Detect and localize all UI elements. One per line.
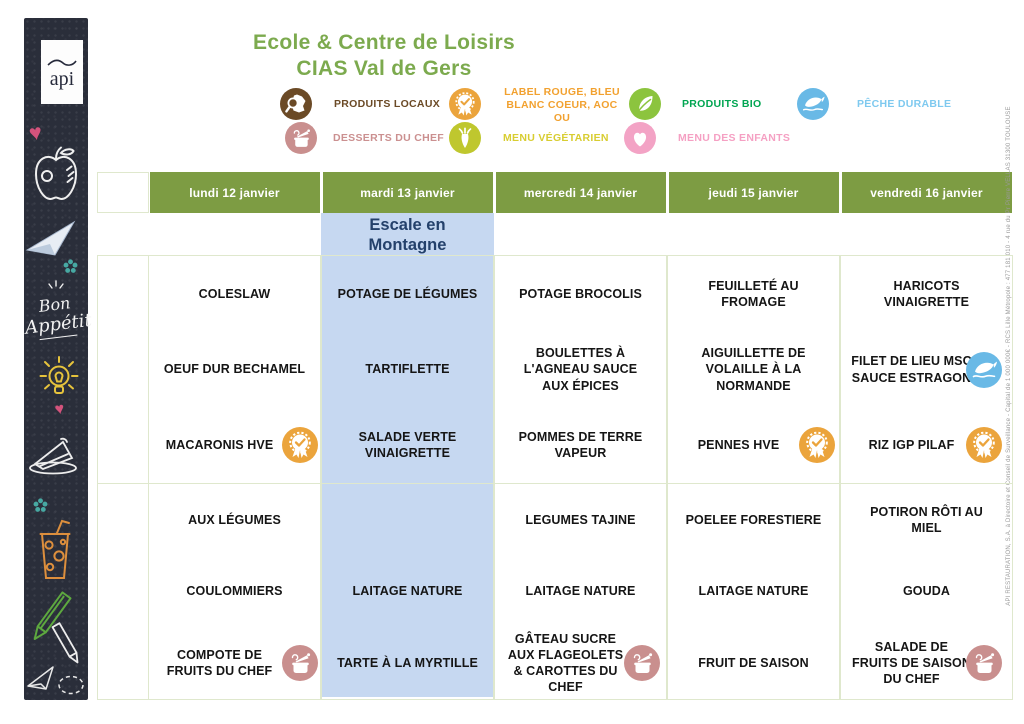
- bon-appetit-text: Bon Appétit: [23, 293, 93, 341]
- day-header: mercredi 14 janvier: [495, 172, 666, 213]
- menu-cell: HARICOTS VINAIGRETTE FILET DE LIEU MSC S…: [840, 255, 1013, 484]
- france-map-magnifier-icon: [280, 88, 312, 120]
- special-event-label: Escale en Montagne: [368, 216, 447, 254]
- day-header: vendredi 16 janvier: [841, 172, 1012, 213]
- fish-icon: [966, 352, 1002, 388]
- legend-peche-durable: PÊCHE DURABLE: [857, 98, 952, 110]
- menu-item: POTAGE BROCOLIS: [519, 286, 642, 301]
- day-header: mardi 13 janvier: [322, 172, 493, 213]
- chalk-apple-icon: [34, 146, 78, 201]
- legend-produits-bio: PRODUITS BIO: [682, 98, 762, 110]
- flower-icon: [33, 498, 48, 512]
- chef-pot-icon: [624, 645, 660, 681]
- table-corner-cell: [97, 172, 149, 213]
- menu-item: GOUDA: [902, 584, 951, 599]
- logo-text: api: [49, 67, 75, 90]
- menu-cell: LEGUMES TAJINE LAITAGE NATURE GÂTEAU SUC…: [494, 483, 667, 700]
- paper-plane-icon: [25, 220, 76, 256]
- menu-item: SALADE VERTE VINAIGRETTE: [358, 429, 457, 461]
- menu-item: RIZ IGP PILAF: [841, 407, 1012, 483]
- menu-cell: AUX LÉGUMES COULOMMIERS COMPOTE DE FRUIT…: [148, 483, 321, 700]
- legend-menu-des-enfants: MENU DES ENFANTS: [678, 132, 791, 144]
- menu-cell: FEUILLETÉ AU FROMAGE AIGUILLETTE DE VOLA…: [667, 255, 840, 484]
- green-pencil-icon: [33, 591, 72, 641]
- menu-item: HARICOTS VINAIGRETTE: [883, 278, 970, 309]
- carrot-icon: [449, 122, 481, 154]
- paper-plane-icon: [27, 666, 84, 695]
- menu-item: POTAGE DE LÉGUMES: [337, 286, 478, 301]
- medal-icon: [799, 427, 835, 463]
- menu-item: PENNES HVE: [668, 407, 839, 483]
- logo-wave-icon: [47, 59, 77, 66]
- menu-item: LAITAGE NATURE: [525, 584, 636, 599]
- medal-icon: [282, 427, 318, 463]
- api-logo: api: [41, 40, 83, 104]
- menu-item: COMPOTE DE FRUITS DU CHEF: [149, 627, 320, 699]
- menu-item: LAITAGE NATURE: [352, 584, 463, 599]
- title-line-2: CIAS Val de Gers: [296, 57, 472, 80]
- menu-item: SALADE DE FRUITS DE SAISON DU CHEF: [841, 627, 1012, 699]
- day-column-vendredi: vendredi 16 janvier HARICOTS VINAIGRETTE…: [840, 172, 1013, 700]
- table-empty-cell: [97, 483, 149, 700]
- menu-item: BOULETTES À L'AGNEAU SAUCE AUX ÉPICES: [523, 346, 638, 393]
- menu-item: MACARONIS HVE: [149, 407, 320, 483]
- menu-item: FEUILLETÉ AU FROMAGE: [708, 278, 799, 309]
- menu-cell: POELEE FORESTIERE LAITAGE NATURE FRUIT D…: [667, 483, 840, 700]
- menu-item: OEUF DUR BECHAMEL: [163, 362, 306, 377]
- day-column-mardi: mardi 13 janvier POTAGE DE LÉGUMES TARTI…: [321, 172, 494, 700]
- drink-cup-icon: [39, 519, 71, 579]
- menu-item: [322, 484, 493, 556]
- special-event-highlight: [321, 213, 494, 697]
- legend-desserts-du-chef: DESSERTS DU CHEF: [333, 132, 444, 144]
- menu-cell: POTAGE BROCOLIS BOULETTES À L'AGNEAU SAU…: [494, 255, 667, 484]
- menu-item: FILET DE LIEU MSC SAUCE ESTRAGON: [841, 332, 1012, 408]
- lightbulb-icon: [39, 356, 79, 394]
- heart-icon: ♥: [26, 119, 45, 146]
- medal-icon: [966, 427, 1002, 463]
- cake-slice-icon: [29, 437, 77, 475]
- menu-item: POELEE FORESTIERE: [685, 512, 822, 527]
- day-column-jeudi: jeudi 15 janvier FEUILLETÉ AU FROMAGE AI…: [667, 172, 840, 700]
- day-column-mercredi: mercredi 14 janvier POTAGE BROCOLIS BOUL…: [494, 172, 667, 700]
- table-empty-cell: [97, 255, 149, 484]
- chef-pot-icon: [282, 645, 318, 681]
- menu-item: COLESLAW: [198, 286, 271, 301]
- legend-produits-locaux: PRODUITS LOCAUX: [334, 98, 441, 110]
- day-header: lundi 12 janvier: [149, 172, 320, 213]
- menu-item: TARTE À LA MYRTILLE: [337, 656, 478, 671]
- menu-item: POTIRON RÔTI AU MIEL: [870, 504, 983, 535]
- menu-item: LAITAGE NATURE: [698, 584, 809, 599]
- title-line-1: Ecole & Centre de Loisirs: [253, 31, 515, 54]
- menu-item: AUX LÉGUMES: [188, 512, 281, 527]
- menu-cell: COLESLAW OEUF DUR BECHAMEL MACARONIS HVE: [148, 255, 321, 484]
- menu-cell: LAITAGE NATURE TARTE À LA MYRTILLE: [321, 483, 494, 700]
- day-column-lundi: lundi 12 janvier COLESLAW OEUF DUR BECHA…: [148, 172, 321, 700]
- chalkboard-sidebar: api ♥ Bon Appétit: [23, 18, 93, 700]
- white-pencil-icon: [51, 622, 79, 664]
- menu-item: LEGUMES TAJINE: [525, 512, 636, 527]
- menu-item: FRUIT DE SAISON: [698, 656, 809, 671]
- menu-item: GÂTEAU SUCRE AUX FLAGEOLETS & CAROTTES D…: [495, 627, 666, 699]
- medal-icon: [449, 88, 481, 120]
- leaf-icon: [629, 88, 661, 120]
- chef-pot-icon: [285, 122, 317, 154]
- pencils-icon: [33, 591, 79, 664]
- flower-icon: [63, 259, 78, 273]
- chef-pot-icon: [966, 645, 1002, 681]
- menu-item: POMMES DE TERRE VAPEUR: [518, 429, 643, 461]
- menu-item: TARTIFLETTE: [365, 362, 450, 377]
- menu-cell: POTIRON RÔTI AU MIEL GOUDA SALADE DE FRU…: [840, 483, 1013, 700]
- menu-item: COULOMMIERS: [186, 584, 283, 599]
- menu-item: AIGUILLETTE DE VOLAILLE À LA NORMANDE: [701, 346, 806, 393]
- sparkle-icon: [48, 280, 64, 289]
- legend-menu-vegetarien: MENU VÉGÉTARIEN: [503, 132, 609, 144]
- page-title: Ecole & Centre de Loisirs CIAS Val de Ge…: [234, 30, 534, 82]
- fish-icon: [797, 88, 829, 120]
- day-header: jeudi 15 janvier: [668, 172, 839, 213]
- heart-icon: [624, 122, 656, 154]
- legend-label-rouge: LABEL ROUGE, BLEU BLANC COEUR, AOC OU: [504, 86, 620, 124]
- menu-cell: POTAGE DE LÉGUMES TARTIFLETTE SALADE VER…: [321, 255, 494, 484]
